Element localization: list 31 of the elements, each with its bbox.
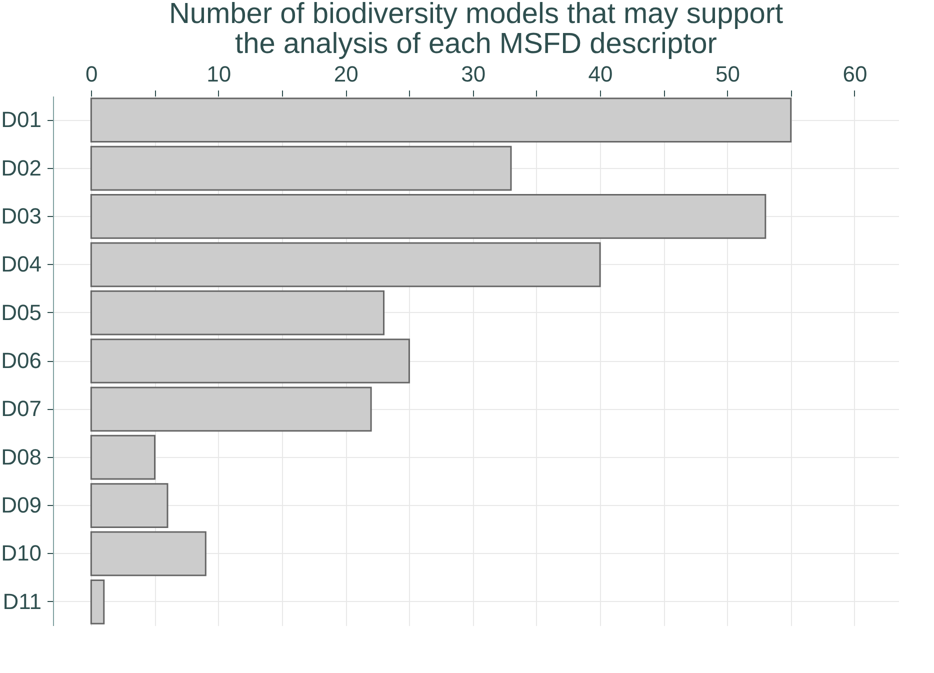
x-tick-label: 10 — [206, 62, 232, 86]
y-tick-label: D06 — [1, 348, 42, 373]
bar — [90, 290, 385, 336]
bar — [90, 98, 792, 143]
x-tick-label: 0 — [86, 62, 98, 86]
bar — [90, 386, 372, 432]
bar — [90, 531, 206, 576]
y-tick-label: D04 — [1, 252, 42, 277]
x-tick-label: 30 — [461, 62, 486, 86]
bar — [90, 194, 766, 239]
x-tick-label: 50 — [716, 62, 740, 86]
bar — [90, 483, 168, 528]
bar — [90, 242, 601, 288]
y-tick-label: D03 — [1, 203, 42, 228]
bar — [90, 338, 410, 384]
y-tick-label: D10 — [1, 540, 42, 566]
text: the analysis of each MSFD descriptor — [235, 28, 717, 60]
x-tick-label: 40 — [588, 62, 613, 86]
bar — [90, 146, 512, 191]
y-tick-label: D09 — [1, 492, 42, 518]
text: Number of biodiversity models that may support — [168, 0, 784, 30]
y-tick-label: D01 — [1, 107, 42, 132]
y-tick-label: D08 — [1, 444, 42, 470]
y-tick-label: D07 — [1, 396, 42, 422]
y-tick-label: D02 — [1, 155, 42, 180]
bar — [90, 434, 156, 480]
y-tick-label: D11 — [2, 588, 42, 614]
y-tick-label: D05 — [1, 300, 42, 325]
x-tick-label: 60 — [842, 62, 868, 86]
bar — [90, 579, 105, 624]
x-tick-label: 20 — [334, 62, 358, 86]
